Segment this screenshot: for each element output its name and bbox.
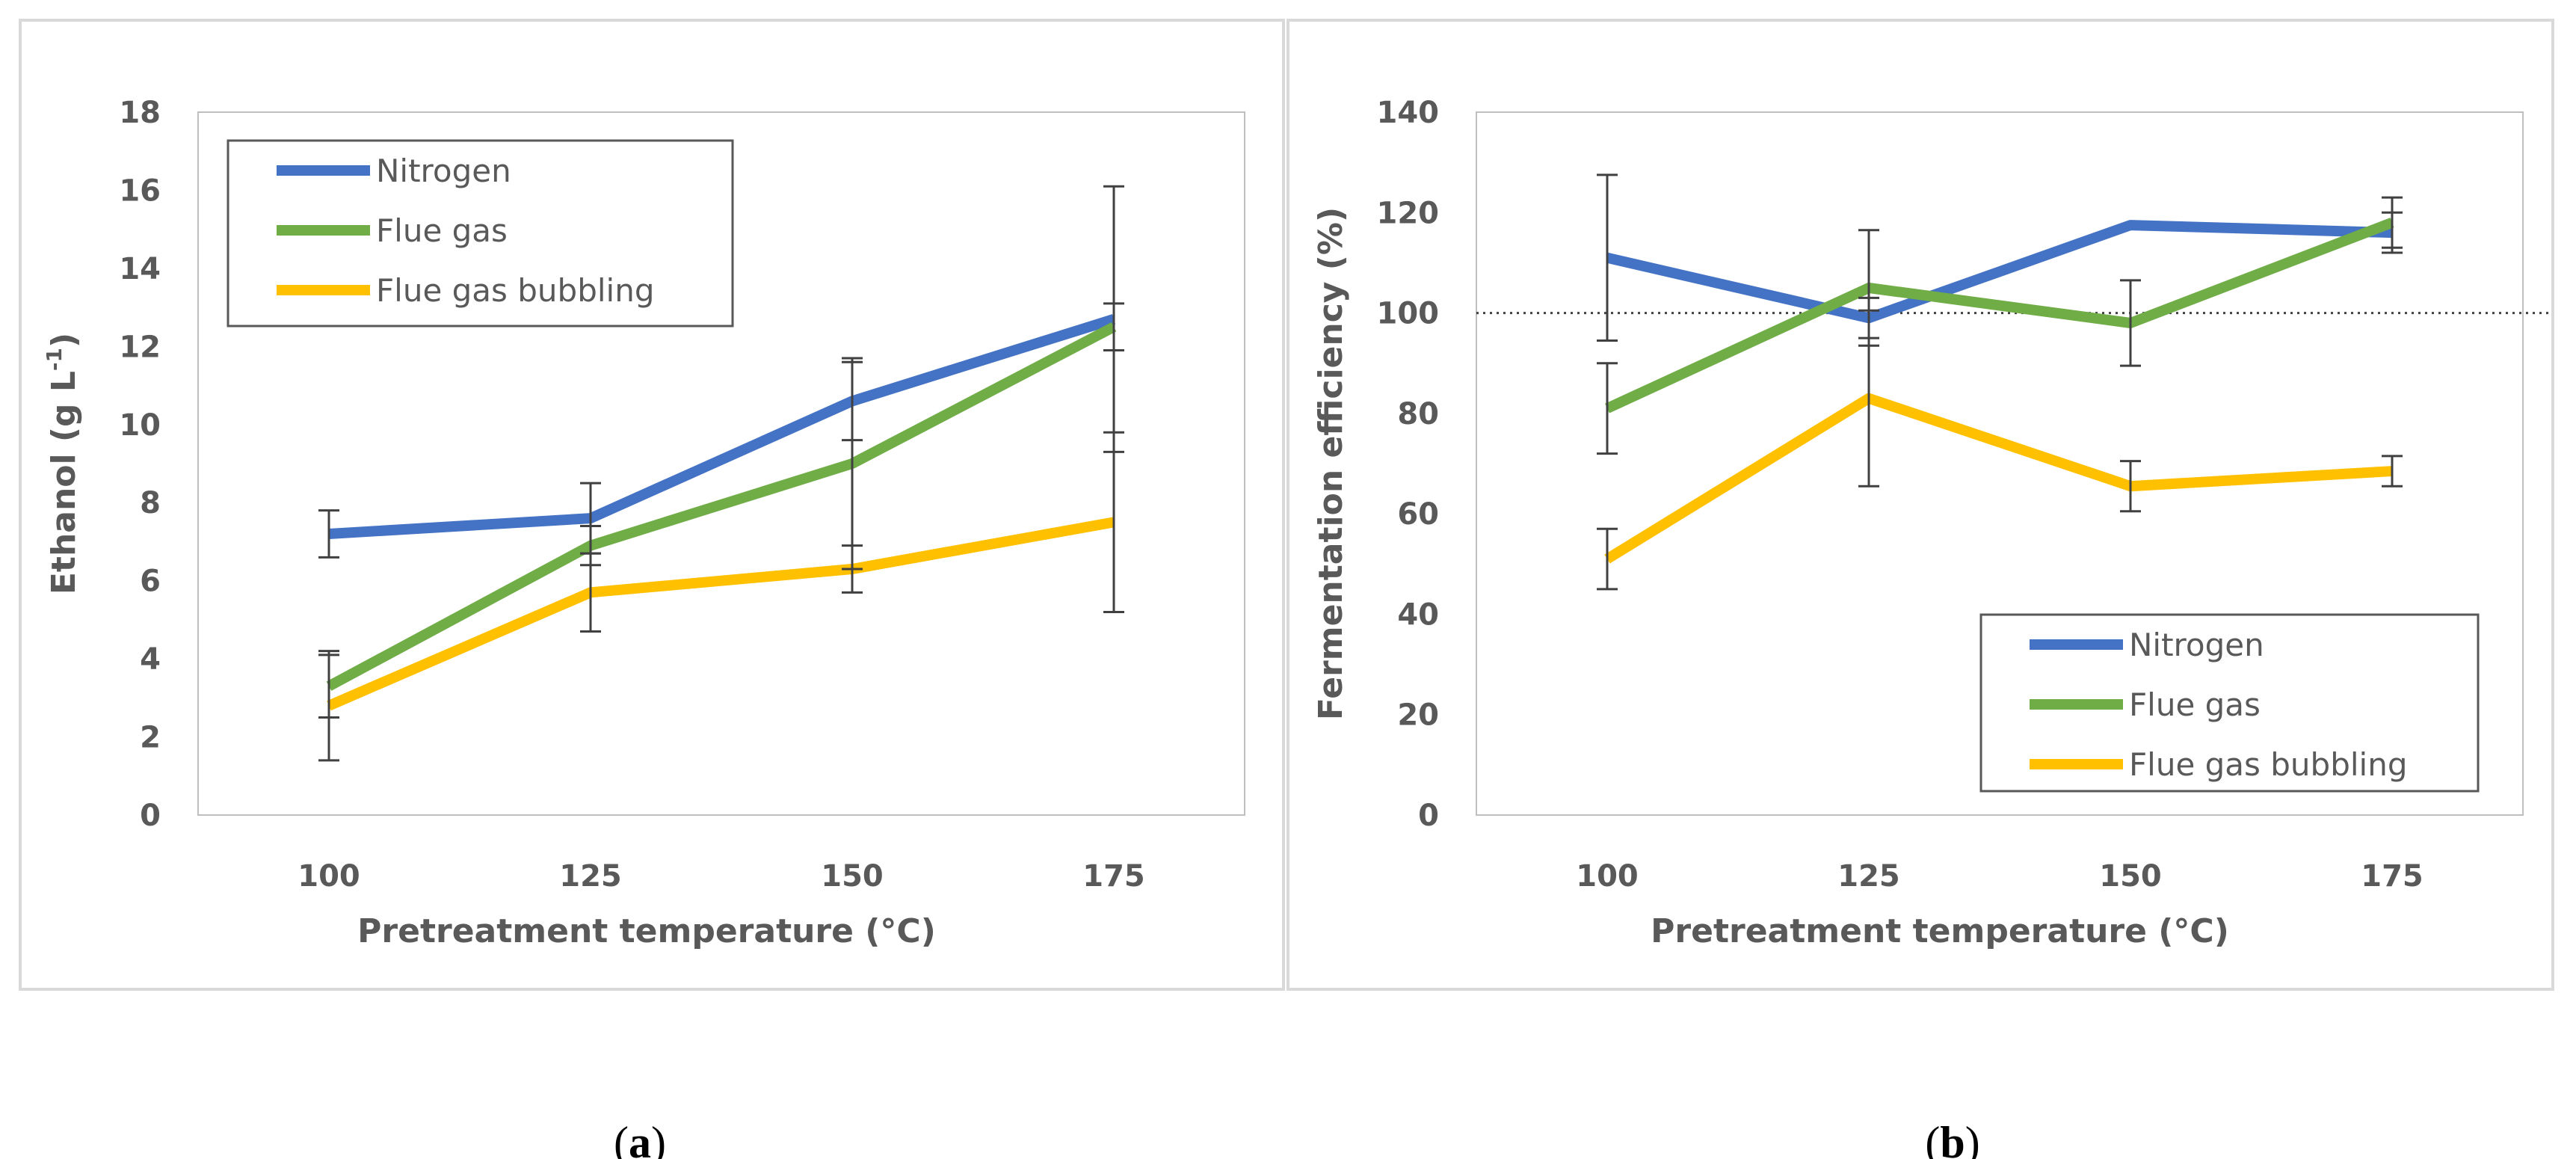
y-tick-label: 120 [1377,196,1440,230]
error-bar [1597,173,1618,342]
plot-area [1476,111,2524,816]
x-tick-label: 150 [2099,859,2162,894]
y-tick-label: 0 [1418,799,1439,833]
legend-label: Flue gas bubbling [376,272,654,309]
series-line-flue-gas-bubbling [1604,393,2393,564]
x-axis-title: Pretreatment temperature (°C) [357,912,936,950]
y-tick-label: 0 [140,799,161,833]
x-tick-label: 175 [2361,859,2424,894]
y-tick-label: 80 [1397,397,1439,431]
legend-label: Nitrogen [376,153,511,189]
y-tick-label: 60 [1397,497,1439,532]
panel-b-frame [1287,19,2554,991]
y-tick-label: 2 [140,721,161,755]
series-line-nitrogen [1606,220,2393,324]
error-bar [842,544,863,594]
legend-label: Flue gas [2129,686,2261,723]
y-tick-label: 4 [140,642,161,677]
y-tick-label: 16 [119,173,161,208]
legend-label: Flue gas [376,212,508,249]
series-line-flue-gas [1605,218,2394,414]
legend-label: Nitrogen [2129,627,2264,663]
x-tick-label: 150 [821,859,884,894]
y-tick-label: 100 [1377,297,1440,331]
y-tick-label: 18 [119,96,161,130]
x-tick-label: 100 [1576,859,1639,894]
series-line-flue-gas [326,322,1117,691]
error-bar [1597,527,1618,591]
error-bar [1103,302,1124,352]
plot-area [197,111,1245,816]
error-bar [2382,196,2403,249]
y-tick-label: 20 [1397,698,1439,733]
error-bar [1103,431,1124,613]
y-tick-label: 10 [119,408,161,443]
x-tick-label: 125 [559,859,622,894]
error-bar [2382,455,2403,488]
y-tick-label: 6 [140,565,161,599]
y-tick-label: 8 [140,486,161,520]
error-bar [318,509,339,559]
x-axis-title: Pretreatment temperature (°C) [1651,912,2229,950]
series-line-flue-gas-bubbling [327,517,1115,711]
y-tick-label: 140 [1377,96,1440,130]
error-bar [2120,460,2141,513]
y-axis-title: Fermentation efficiency (%) [1312,207,1350,720]
legend: Nitrogen Flue gas Flue gas bubbling [1979,613,2480,793]
y-tick-label: 12 [119,330,161,364]
y-tick-label: 14 [119,252,161,286]
x-tick-label: 100 [298,859,360,894]
chart-b: 0 20 40 60 80 100 120 140 100 125 150 175 Pretreatme… [1312,96,2553,950]
legend-label: Flue gas bubbling [2129,746,2407,783]
legend: Nitrogen Flue gas Flue gas bubbling [227,139,734,328]
error-bar [2120,279,2141,367]
error-bar [580,552,601,633]
error-bar [1597,362,1618,455]
series-line-nitrogen [328,314,1116,539]
panel-label-b: (b) [1925,1118,1979,1159]
error-bar [1858,309,1879,488]
x-tick-label: 175 [1082,859,1145,894]
y-axis-title: Ethanol (g L-1) [42,333,83,594]
error-bar [318,650,339,762]
panel-label-a: (a) [614,1118,666,1159]
x-tick-label: 125 [1837,859,1900,894]
chart-a: 0 2 4 6 8 10 12 14 16 18 100 125 150 175 Pretreatment … [42,96,1245,950]
y-tick-label: 40 [1397,597,1439,632]
